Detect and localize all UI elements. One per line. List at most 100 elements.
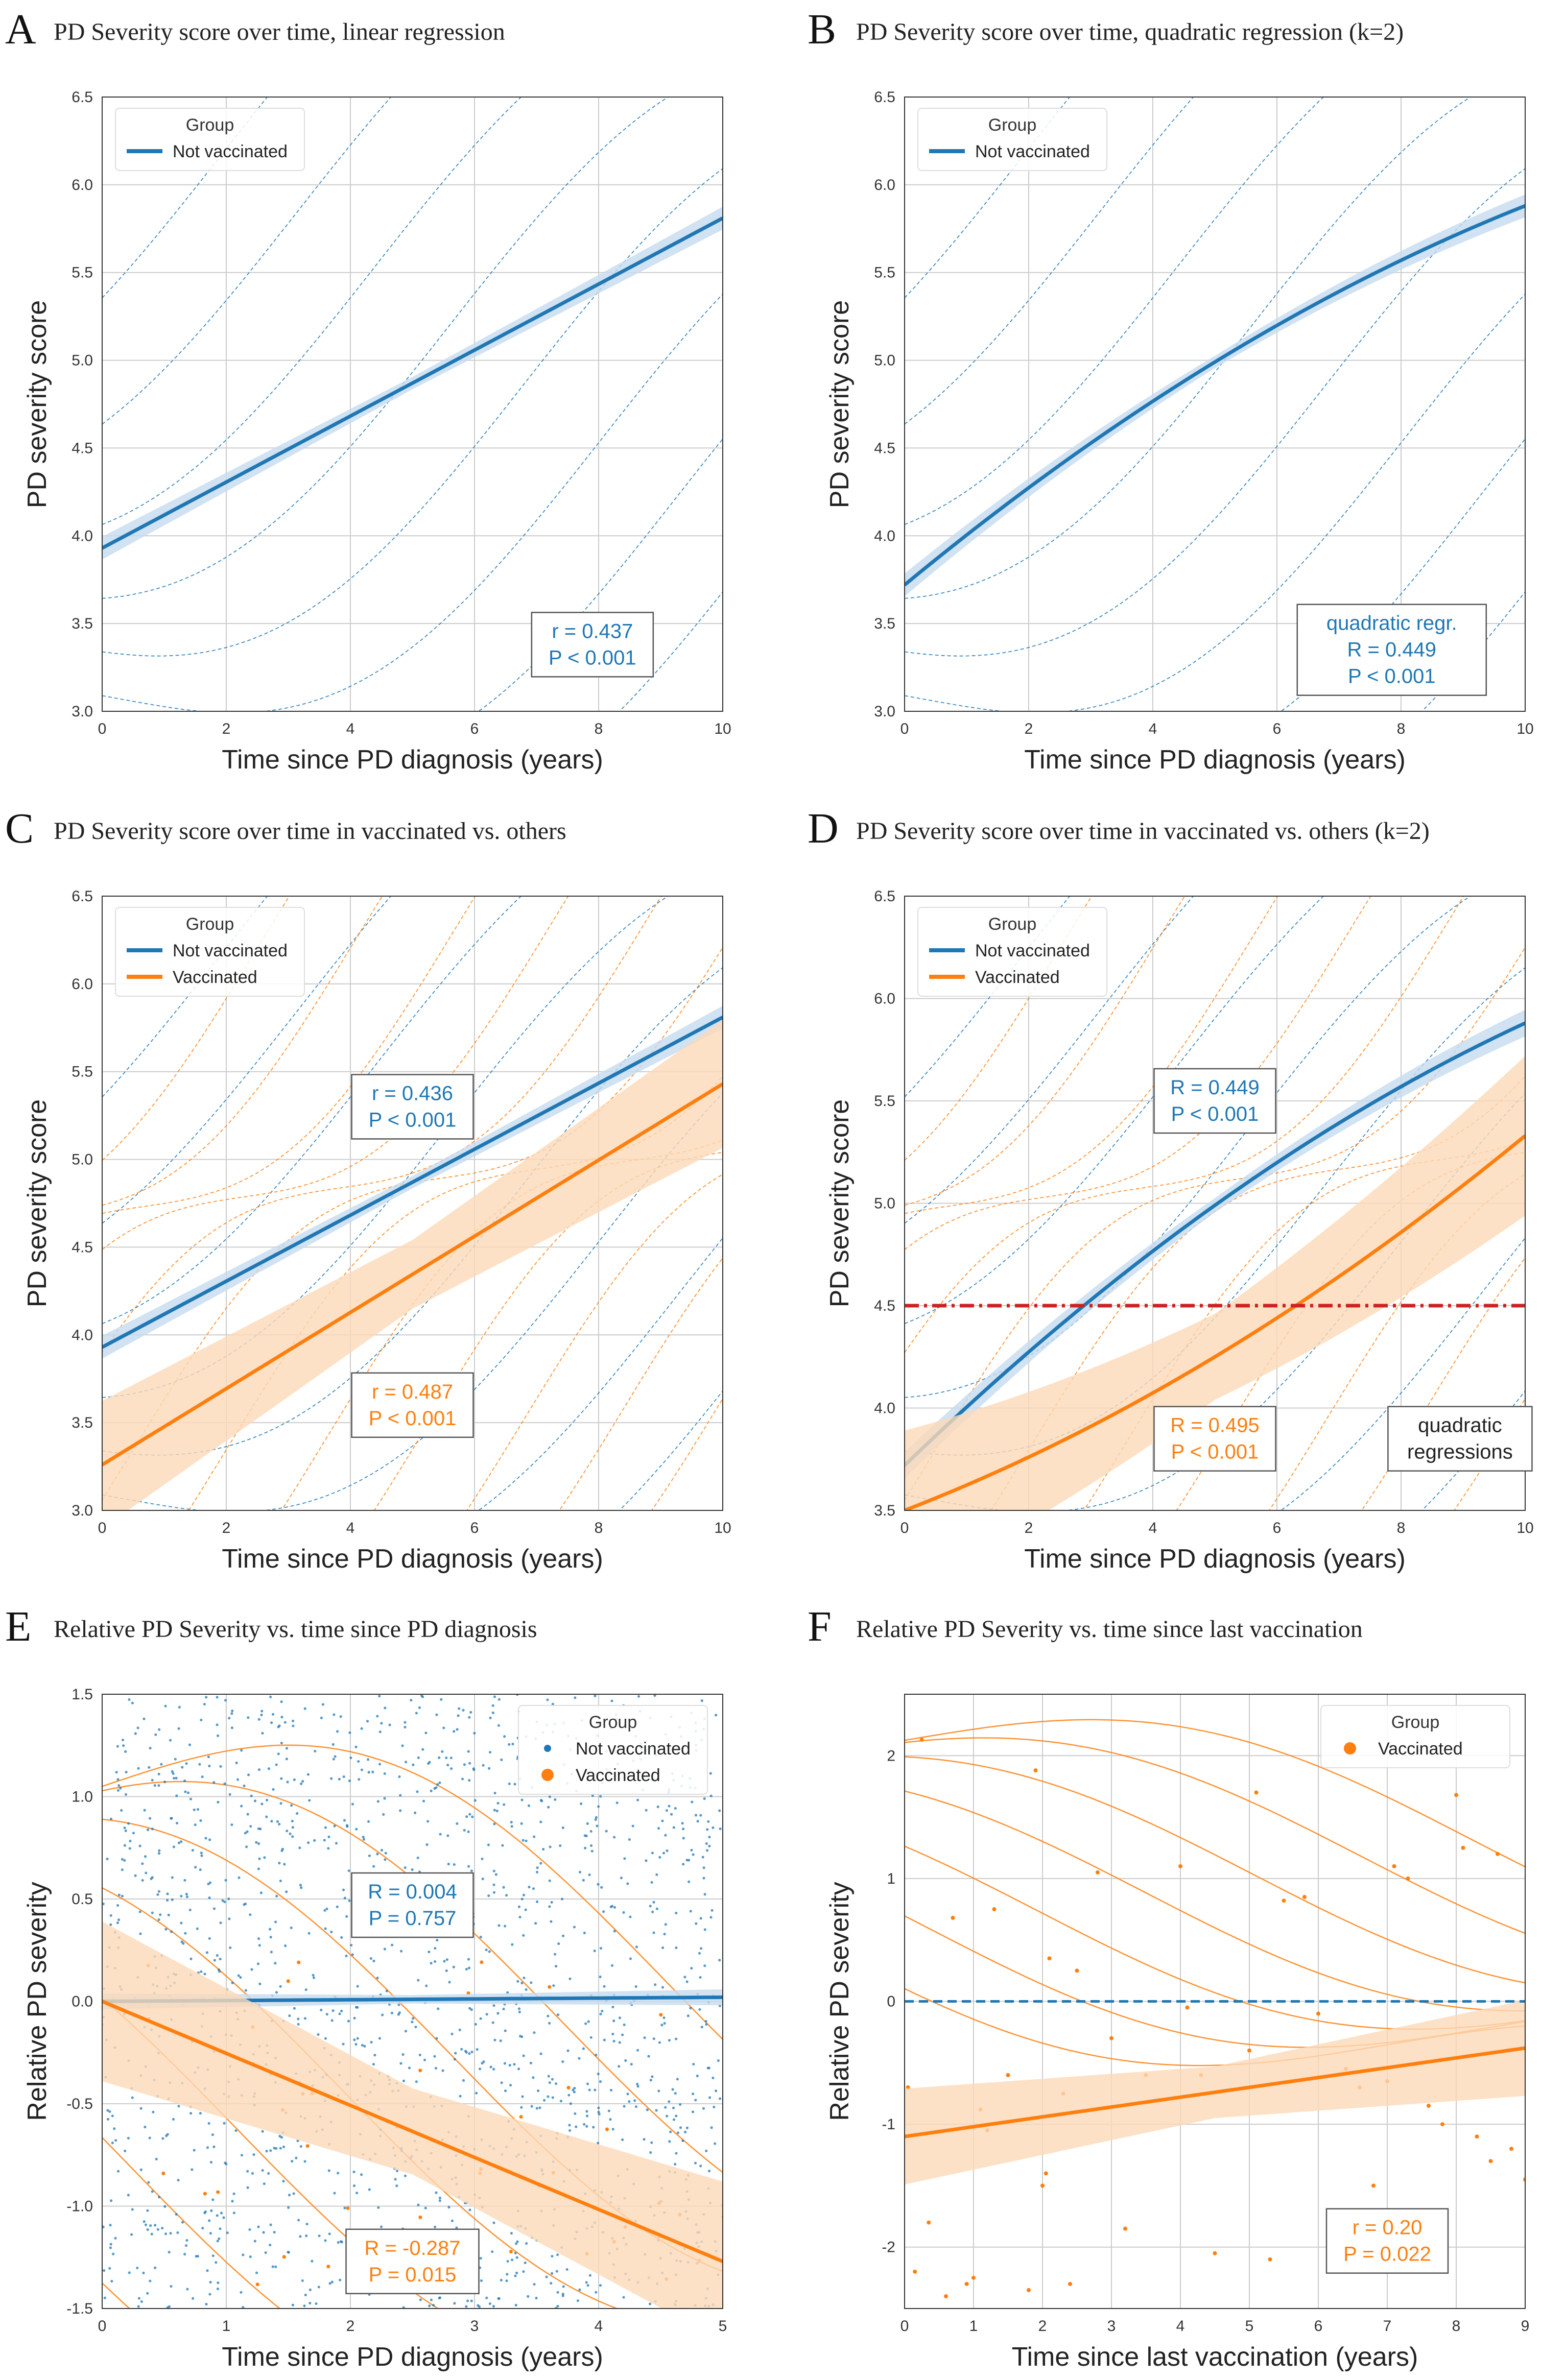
scatter-point-not-vaccinated — [372, 1959, 375, 1962]
scatter-point-not-vaccinated — [675, 2037, 678, 2040]
scatter-point-not-vaccinated — [246, 2186, 249, 2189]
scatter-point-not-vaccinated — [320, 2008, 323, 2011]
scatter-point-not-vaccinated — [219, 1921, 222, 1925]
confidence-band-vaccinated — [102, 1921, 723, 2309]
scatter-point-not-vaccinated — [196, 1808, 200, 1811]
scatter-point-not-vaccinated — [611, 2128, 614, 2131]
scatter-point-not-vaccinated — [269, 1695, 272, 1698]
scatter-point-not-vaccinated — [449, 1757, 453, 1760]
scatter-point-not-vaccinated — [342, 2042, 345, 2046]
scatter-point-not-vaccinated — [199, 1868, 202, 1871]
stat-annotation: r = 0.436 P < 0.001 — [351, 1074, 474, 1140]
scatter-point-not-vaccinated — [206, 2146, 209, 2149]
scatter-point-not-vaccinated — [200, 1718, 203, 1722]
scatter-point-vaccinated — [161, 2171, 165, 2175]
scatter-point-not-vaccinated — [468, 2007, 471, 2010]
scatter-point-not-vaccinated — [514, 2251, 517, 2254]
scatter-point-not-vaccinated — [175, 1794, 178, 1797]
legend: Group Not vaccinated — [917, 108, 1107, 171]
scatter-point-not-vaccinated — [545, 2275, 548, 2278]
scatter-point-not-vaccinated — [317, 2033, 320, 2036]
scatter-point-not-vaccinated — [514, 2274, 517, 2277]
scatter-point-not-vaccinated — [501, 1844, 504, 1847]
scatter-point-vaccinated — [927, 2220, 931, 2225]
scatter-point-not-vaccinated — [350, 1943, 353, 1947]
scatter-point-not-vaccinated — [207, 1883, 210, 1886]
scatter-point-not-vaccinated — [462, 1709, 465, 1712]
scatter-point-not-vaccinated — [629, 1957, 632, 1960]
scatter-point-not-vaccinated — [128, 2271, 131, 2274]
scatter-point-not-vaccinated — [465, 1815, 468, 1818]
scatter-point-not-vaccinated — [700, 1699, 703, 1702]
scatter-point-vaccinated — [1454, 1793, 1458, 1797]
scatter-point-not-vaccinated — [540, 1799, 543, 1802]
scatter-point-vaccinated — [1109, 2036, 1113, 2040]
scatter-point-not-vaccinated — [182, 1942, 185, 1945]
scatter-point-not-vaccinated — [470, 2008, 473, 2011]
scatter-point-not-vaccinated — [434, 2066, 438, 2070]
scatter-point-not-vaccinated — [290, 1804, 293, 1807]
scatter-point-not-vaccinated — [166, 2306, 169, 2309]
stat-annotation: R = 0.449 P < 0.001 — [1153, 1068, 1276, 1134]
scatter-point-not-vaccinated — [467, 1966, 471, 1969]
scatter-point-not-vaccinated — [305, 2234, 308, 2238]
scatter-point-not-vaccinated — [636, 2049, 639, 2052]
scatter-point-not-vaccinated — [453, 1730, 456, 1733]
scatter-point-not-vaccinated — [376, 1977, 379, 1980]
scatter-point-not-vaccinated — [177, 1841, 181, 1844]
scatter-point-not-vaccinated — [117, 1893, 121, 1896]
scatter-point-not-vaccinated — [265, 1815, 268, 1818]
scatter-point-not-vaccinated — [466, 2299, 469, 2302]
scatter-point-vaccinated — [659, 2013, 663, 2017]
scatter-point-not-vaccinated — [384, 1852, 387, 1855]
scatter-point-not-vaccinated — [204, 1696, 208, 1699]
scatter-point-not-vaccinated — [330, 1930, 333, 1934]
scatter-point-not-vaccinated — [108, 2267, 111, 2270]
scatter-point-vaccinated — [913, 2269, 917, 2274]
scatter-point-not-vaccinated — [257, 1768, 261, 1771]
scatter-point-not-vaccinated — [692, 1853, 695, 1856]
scatter-point-not-vaccinated — [331, 1743, 335, 1746]
scatter-point-not-vaccinated — [354, 2006, 358, 2009]
legend-title: Group — [988, 915, 1037, 934]
scatter-point-not-vaccinated — [213, 1959, 216, 1962]
scatter-point-not-vaccinated — [411, 1868, 414, 1871]
scatter-point-not-vaccinated — [598, 2112, 601, 2115]
legend: Group Not vaccinated Vaccinated — [917, 907, 1107, 997]
scatter-point-not-vaccinated — [660, 2024, 663, 2027]
scatter-point-not-vaccinated — [496, 1801, 500, 1805]
annotation-text: R = 0.004 — [368, 1881, 457, 1903]
scatter-point-not-vaccinated — [309, 2301, 312, 2305]
annotation-text: P = 0.757 — [369, 1907, 457, 1930]
x-tick-label: 6 — [1273, 1520, 1282, 1536]
scatter-point-not-vaccinated — [149, 2279, 152, 2282]
scatter-point-not-vaccinated — [230, 1726, 233, 1729]
scatter-point-not-vaccinated — [370, 2040, 373, 2044]
plot-area — [102, 97, 723, 711]
scatter-point-not-vaccinated — [246, 2170, 249, 2173]
scatter-point-not-vaccinated — [128, 1847, 131, 1850]
scatter-point-not-vaccinated — [568, 1977, 572, 1980]
density-contour — [466, 1174, 723, 1510]
scatter-point-not-vaccinated — [260, 1802, 264, 1806]
scatter-point-not-vaccinated — [710, 2126, 713, 2129]
scatter-point-not-vaccinated — [189, 2112, 193, 2115]
scatter-point-not-vaccinated — [655, 1907, 658, 1910]
scatter-point-not-vaccinated — [260, 1713, 263, 1717]
stat-annotation: quadratic regressions — [1387, 1406, 1533, 1472]
scatter-point-not-vaccinated — [340, 2241, 343, 2244]
scatter-point-not-vaccinated — [127, 1822, 130, 1825]
legend: Group Vaccinated — [1320, 1705, 1510, 1768]
scatter-point-not-vaccinated — [416, 1790, 419, 1793]
y-tick-label: 5.5 — [874, 1093, 895, 1110]
scatter-point-not-vaccinated — [533, 1835, 536, 1838]
scatter-point-not-vaccinated — [703, 1893, 706, 1896]
scatter-point-vaccinated — [519, 2114, 523, 2119]
scatter-point-not-vaccinated — [224, 1699, 227, 1702]
scatter-point-not-vaccinated — [595, 2053, 598, 2056]
scatter-point-not-vaccinated — [360, 2173, 363, 2176]
scatter-point-not-vaccinated — [655, 1873, 658, 1876]
scatter-point-not-vaccinated — [166, 1898, 169, 1902]
scatter-point-not-vaccinated — [630, 2062, 633, 2066]
scatter-point-not-vaccinated — [666, 1849, 669, 1853]
